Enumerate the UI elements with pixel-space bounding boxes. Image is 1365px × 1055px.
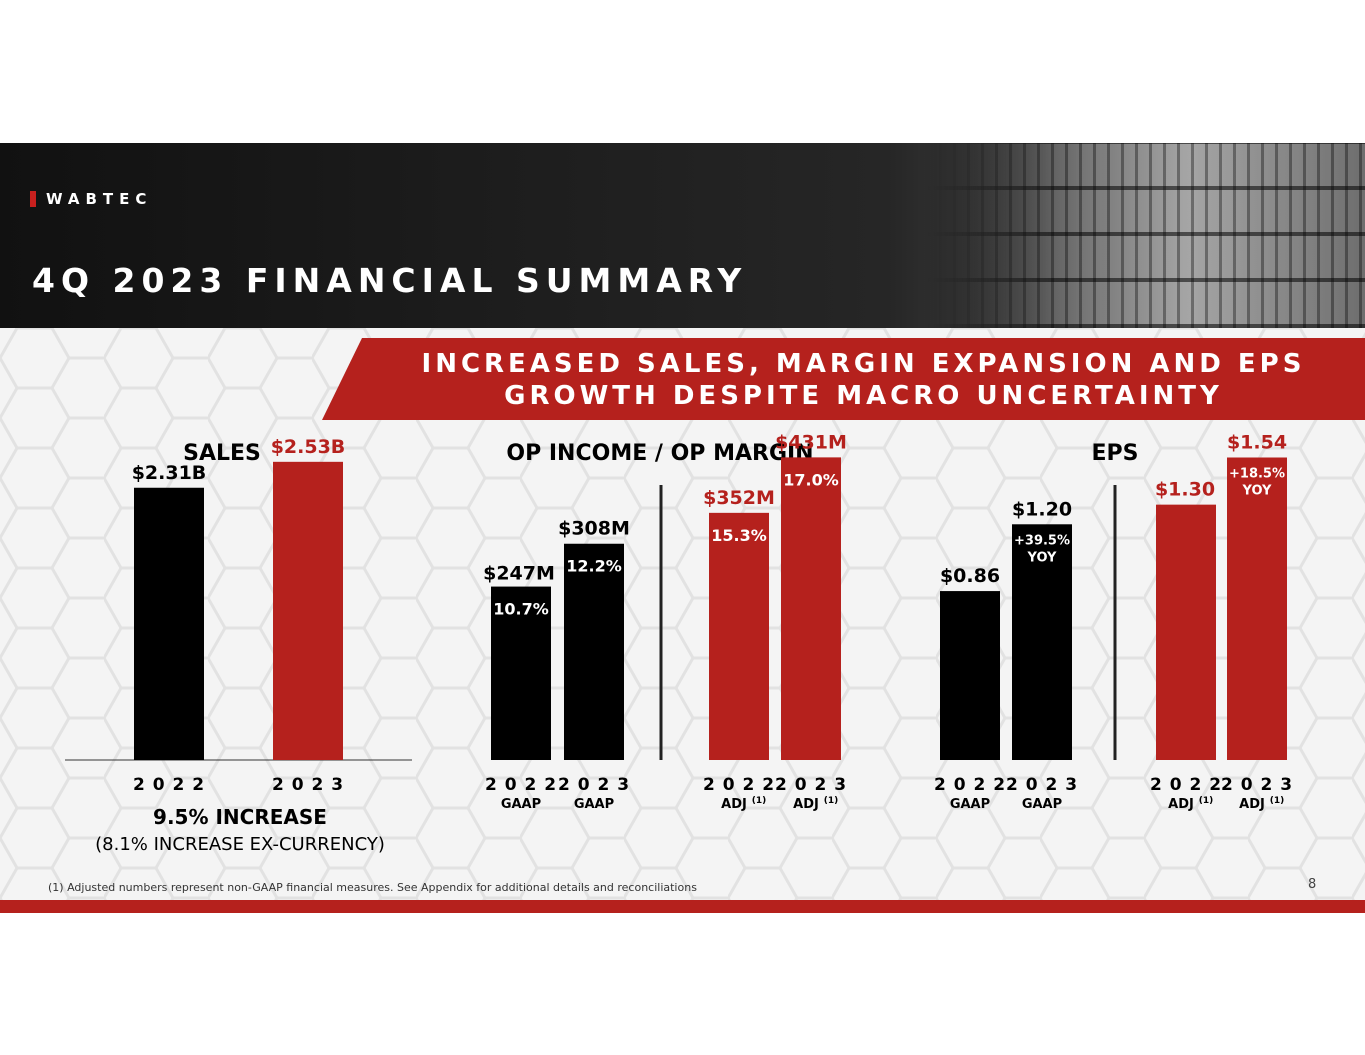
bar-0-1 [273, 461, 343, 760]
bar-value-label-1-0: $247M [483, 563, 555, 585]
bar-value-label-2-0: $0.86 [940, 565, 1000, 587]
category-sublabel-1-2: ADJ [721, 797, 747, 812]
hero-header: WABTEC 4Q 2023 FINANCIAL SUMMARY [0, 143, 1365, 328]
category-label-1-2: 2 0 2 2 [703, 775, 775, 795]
category-label-0-1: 2 0 2 3 [272, 775, 344, 795]
bar-value-label-2-3: $1.54 [1227, 432, 1287, 454]
chart-title-1: OP INCOME / OP MARGIN [506, 441, 813, 466]
page-number: 8 [1308, 877, 1317, 892]
bar-value-label-0-1: $2.53B [271, 436, 346, 458]
category-label-1-3: 2 0 2 3 [775, 775, 847, 795]
category-sup-1-2: (1) [752, 796, 767, 806]
brand-logo: WABTEC [30, 190, 152, 208]
footnote: (1) Adjusted numbers represent non-GAAP … [48, 881, 697, 894]
bar-2-3 [1227, 457, 1287, 760]
bar-0-0 [134, 487, 204, 760]
category-label-0-0: 2 0 2 2 [133, 775, 205, 795]
bar-2-1 [1012, 524, 1072, 760]
banner-line-1: INCREASED SALES, MARGIN EXPANSION AND EP… [421, 349, 1306, 379]
bar-margin-label-1-0: 10.7% [493, 600, 549, 619]
category-label-1-0: 2 0 2 2 [485, 775, 557, 795]
bar-value-label-1-1: $308M [558, 518, 630, 540]
bar-1-0 [491, 586, 551, 760]
category-sublabel-1-0: GAAP [501, 797, 541, 812]
bar-1-1 [564, 543, 624, 760]
sales-increase-note-ex-currency: (8.1% INCREASE EX-CURRENCY) [95, 834, 385, 855]
category-sublabel-1-1: GAAP [574, 797, 614, 812]
page-title: 4Q 2023 FINANCIAL SUMMARY [32, 261, 748, 300]
headline-banner: INCREASED SALES, MARGIN EXPANSION AND EP… [322, 338, 1365, 420]
bar-value-label-2-2: $1.30 [1155, 479, 1215, 501]
bar-margin-label-1-2: 15.3% [711, 526, 767, 545]
chart-title-0: SALES [183, 441, 261, 466]
category-sublabel-2-3: ADJ [1239, 797, 1265, 812]
shipping-containers-image [925, 143, 1365, 328]
category-sublabel-2-0: GAAP [950, 797, 990, 812]
category-sup-2-2: (1) [1199, 796, 1214, 806]
bar-value-label-1-2: $352M [703, 487, 775, 509]
category-sublabel-2-1: GAAP [1022, 797, 1062, 812]
category-sup-1-3: (1) [824, 796, 839, 806]
bar-value-label-2-1: $1.20 [1012, 498, 1072, 520]
category-label-2-0: 2 0 2 2 [934, 775, 1006, 795]
bar-value-label-1-3: $431M [775, 431, 847, 453]
brand-name: WABTEC [46, 190, 153, 208]
category-label-2-2: 2 0 2 2 [1150, 775, 1222, 795]
bar-2-0 [940, 591, 1000, 760]
category-sublabel-2-2: ADJ [1168, 797, 1194, 812]
bottom-stripe [0, 900, 1365, 913]
bar-growth-label-2-1: +39.5% [1014, 533, 1070, 548]
category-label-2-3: 2 0 2 3 [1221, 775, 1293, 795]
category-label-2-1: 2 0 2 3 [1006, 775, 1078, 795]
bar-margin-label-1-1: 12.2% [566, 557, 622, 576]
hexagon-background [0, 328, 1365, 900]
category-sup-2-3: (1) [1270, 796, 1285, 806]
bar-value-label-0-0: $2.31B [132, 462, 207, 484]
bar-1-3 [781, 457, 841, 760]
bar-2-2 [1156, 504, 1216, 760]
banner-line-2: GROWTH DESPITE MACRO UNCERTAINTY [504, 381, 1223, 411]
bar-growth-yoy-2-3: YOY [1242, 484, 1273, 499]
slide: WABTEC 4Q 2023 FINANCIAL SUMMARY INCREAS… [0, 143, 1365, 913]
bar-margin-label-1-3: 17.0% [783, 470, 839, 489]
bar-1-2 [709, 512, 769, 760]
sales-increase-note: 9.5% INCREASE [153, 805, 327, 829]
category-sublabel-1-3: ADJ [793, 797, 819, 812]
bar-growth-label-2-3: +18.5% [1229, 467, 1285, 482]
chart-title-2: EPS [1092, 441, 1139, 466]
category-label-1-1: 2 0 2 3 [558, 775, 630, 795]
bar-growth-yoy-2-1: YOY [1027, 550, 1058, 565]
brand-mark-icon [30, 191, 36, 207]
